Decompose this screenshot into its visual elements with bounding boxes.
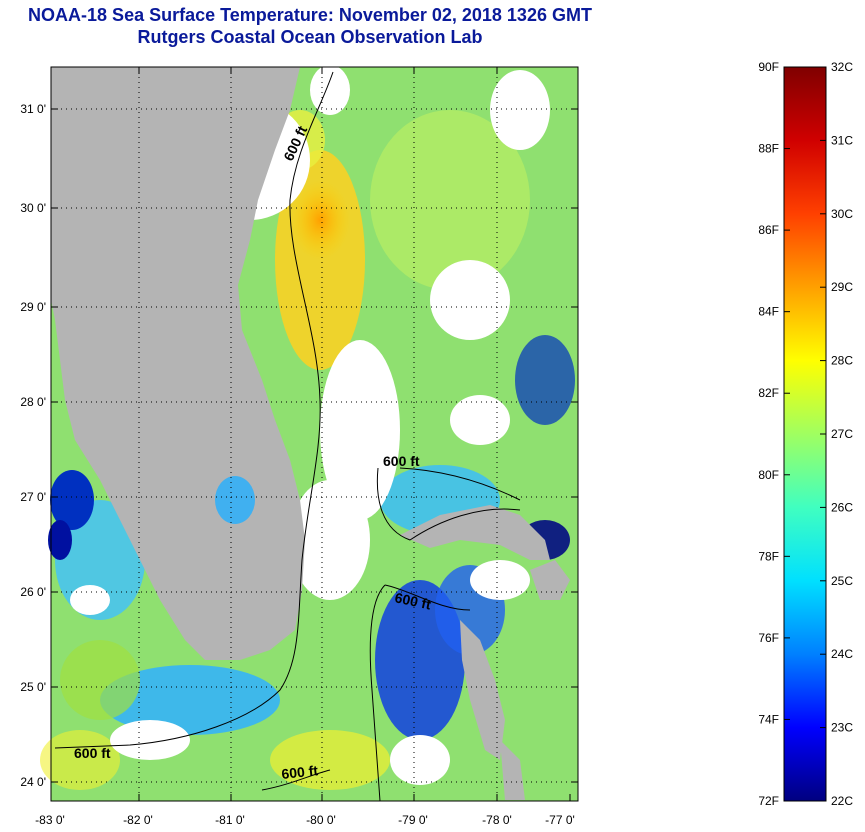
colorbar-f-label: 88F — [758, 142, 779, 156]
colorbar-c-label: 24C — [831, 647, 853, 661]
colorbar-c-label: 32C — [831, 60, 853, 74]
colorbar-f-label: 76F — [758, 631, 779, 645]
colorbar-f-label: 90F — [758, 60, 779, 74]
colorbar-f-label: 84F — [758, 305, 779, 319]
latitude-labels: 24 0' 25 0' 26 0' 27 0' 28 0' 29 0' 30 0… — [20, 102, 46, 789]
colorbar-c-label: 26C — [831, 500, 853, 514]
lat-label: 29 0' — [20, 300, 46, 314]
lat-label: 24 0' — [20, 775, 46, 789]
bahamas-islands — [400, 505, 570, 800]
lat-label: 31 0' — [20, 102, 46, 116]
colorbar-f-label: 80F — [758, 468, 779, 482]
colorbar-c-label: 23C — [831, 721, 853, 735]
contour-label: 600 ft — [74, 745, 111, 761]
contour-label: 600 ft — [393, 589, 432, 612]
colorbar — [783, 66, 827, 802]
lon-label: -82 0' — [123, 813, 153, 827]
contour-label: 600 ft — [281, 762, 319, 782]
lon-label: -77 0' — [545, 813, 575, 827]
colorbar-celsius-labels: 32C 31C 30C 29C 28C 27C 26C 25C 24C 23C 22C — [820, 60, 853, 808]
colorbar-f-label: 72F — [758, 794, 779, 808]
lon-label: -78 0' — [482, 813, 512, 827]
colorbar-f-label: 86F — [758, 223, 779, 237]
colorbar-f-label: 74F — [758, 712, 779, 726]
colorbar-c-label: 30C — [831, 207, 853, 221]
colorbar-c-label: 29C — [831, 280, 853, 294]
colorbar-c-label: 22C — [831, 794, 853, 808]
map-subtitle: Rutgers Coastal Ocean Observation Lab — [137, 27, 483, 47]
lat-label: 27 0' — [20, 490, 46, 504]
colorbar-c-label: 25C — [831, 574, 853, 588]
lon-label: -83 0' — [35, 813, 65, 827]
contour-label: 600 ft — [383, 453, 420, 469]
colorbar-c-label: 28C — [831, 354, 853, 368]
frame-ticks — [50, 67, 578, 801]
longitude-labels: -83 0' -82 0' -81 0' -80 0' -79 0' -78 0… — [35, 813, 575, 827]
sst-field — [40, 110, 575, 790]
lon-label: -79 0' — [398, 813, 428, 827]
lon-label: -80 0' — [306, 813, 336, 827]
colorbar-f-label: 78F — [758, 549, 779, 563]
colorbar-c-label: 27C — [831, 427, 853, 441]
colorbar-f-label: 82F — [758, 386, 779, 400]
lon-label: -81 0' — [215, 813, 245, 827]
colorbar-fahrenheit-labels: 90F 88F 86F 84F 82F 80F 78F 76F 74F 72F — [758, 60, 790, 808]
lake-okeechobee — [215, 476, 255, 524]
colorbar-c-label: 31C — [831, 133, 853, 147]
lat-label: 25 0' — [20, 680, 46, 694]
lat-label: 30 0' — [20, 201, 46, 215]
map-title: NOAA-18 Sea Surface Temperature: Novembe… — [28, 5, 592, 25]
lat-label: 26 0' — [20, 585, 46, 599]
lat-label: 28 0' — [20, 395, 46, 409]
map-frame — [50, 66, 579, 802]
depth-contours-600ft — [54, 71, 521, 802]
